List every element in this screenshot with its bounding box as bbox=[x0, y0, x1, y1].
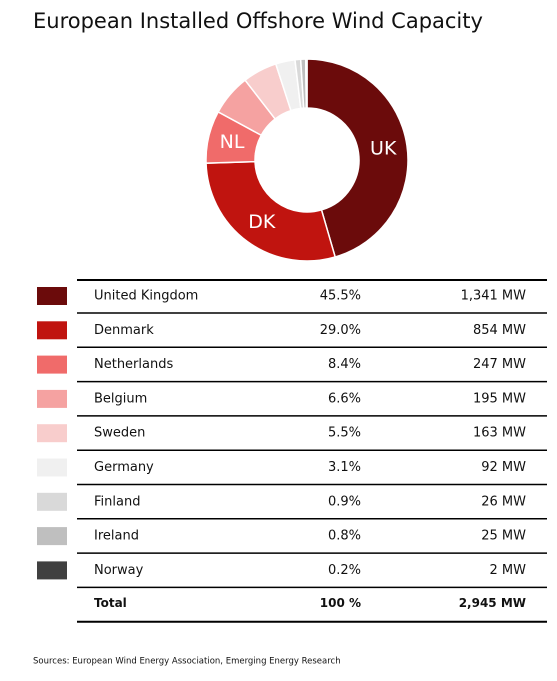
capacity-cell: 26 MW bbox=[481, 494, 526, 509]
capacity-cell: 163 MW bbox=[473, 426, 526, 441]
country-name: Norway bbox=[94, 563, 144, 578]
country-name: Germany bbox=[94, 460, 154, 475]
capacity-cell: 2 MW bbox=[490, 563, 527, 578]
slice-label: NL bbox=[220, 131, 245, 153]
capacity-cell: 195 MW bbox=[473, 391, 526, 406]
slice-label: DK bbox=[248, 211, 276, 233]
country-name: Sweden bbox=[94, 426, 145, 441]
country-name: Ireland bbox=[94, 529, 139, 544]
source-note: Sources: European Wind Energy Associatio… bbox=[33, 657, 341, 667]
country-name: Finland bbox=[94, 494, 140, 509]
legend-swatch bbox=[37, 287, 67, 305]
legend-swatch bbox=[37, 389, 67, 408]
donut-slice bbox=[205, 160, 337, 262]
legend-swatch bbox=[37, 561, 67, 580]
percent-cell: 6.6% bbox=[328, 391, 361, 406]
percent-cell: 29.0% bbox=[320, 323, 361, 338]
percent-cell: 0.9% bbox=[328, 494, 361, 509]
country-name: Belgium bbox=[94, 391, 147, 406]
donut-slice bbox=[304, 58, 308, 109]
legend-swatch bbox=[37, 458, 67, 477]
donut-slice bbox=[306, 58, 409, 258]
legend-swatch bbox=[37, 492, 67, 511]
country-name: United Kingdom bbox=[94, 289, 198, 304]
capacity-cell: 25 MW bbox=[481, 529, 526, 544]
slice-label: UK bbox=[370, 138, 397, 160]
capacity-cell: 92 MW bbox=[481, 460, 526, 475]
capacity-cell: 854 MW bbox=[473, 323, 526, 338]
country-name: Netherlands bbox=[94, 357, 173, 372]
legend-swatch bbox=[37, 321, 67, 340]
percent-cell: 0.8% bbox=[328, 529, 361, 544]
percent-cell: 0.2% bbox=[328, 563, 361, 578]
total-capacity: 2,945 MW bbox=[459, 596, 526, 610]
legend-swatch bbox=[37, 527, 67, 546]
percent-cell: 45.5% bbox=[320, 289, 361, 304]
percent-cell: 5.5% bbox=[328, 426, 361, 441]
chart-title: European Installed Offshore Wind Capacit… bbox=[33, 9, 483, 33]
capacity-cell: 247 MW bbox=[473, 357, 526, 372]
country-name: Denmark bbox=[94, 323, 154, 338]
percent-cell: 3.1% bbox=[328, 460, 361, 475]
legend-swatch bbox=[37, 355, 67, 374]
capacity-cell: 1,341 MW bbox=[461, 289, 527, 304]
percent-cell: 8.4% bbox=[328, 357, 361, 372]
total-percent: 100 % bbox=[320, 596, 361, 610]
total-label: Total bbox=[94, 596, 127, 610]
legend-swatch bbox=[37, 424, 67, 443]
